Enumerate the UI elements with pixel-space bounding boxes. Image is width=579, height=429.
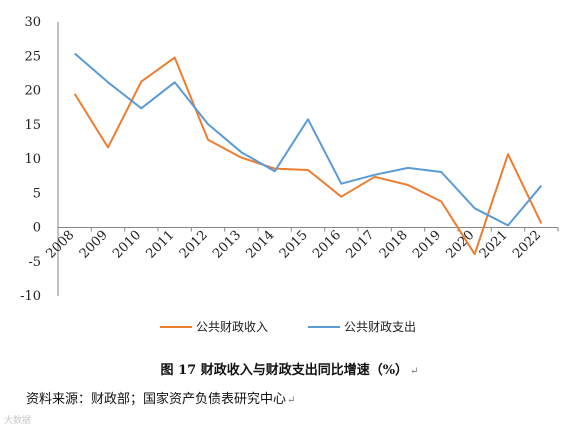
legend: 公共财政收入 公共财政支出 [160,318,460,334]
legend-swatch-revenue [160,325,192,328]
y-tick-label: 10 [24,152,41,167]
x-tick-label: 2014 [243,228,277,262]
y-tick-label: 25 [24,49,41,64]
x-tick-label: 2017 [343,228,377,262]
y-tick-label: 20 [24,84,41,99]
x-tick-label: 2015 [277,228,311,262]
x-tick-label: 2016 [310,228,344,262]
figure-caption: 图 17 财政收入与财政支出同比增速（%） ↵ [0,359,579,378]
caption-return-mark: ↵ [410,366,419,377]
y-tick-label: -5 [28,255,41,270]
x-tick-label: 2019 [410,228,444,262]
legend-label-expenditure: 公共财政支出 [344,320,417,334]
x-tick-label: 2011 [143,228,177,262]
legend-item-expenditure: 公共财政支出 [308,318,416,335]
x-tick-label: 2013 [210,228,244,262]
y-tick-label: 0 [33,221,41,236]
series-layer [73,52,543,256]
y-tick-label: 30 [24,15,41,30]
y-tick-label: -10 [20,289,41,304]
series-line-expenditure [74,52,543,227]
x-axis: 2008 2009 2010 2011 2012 2013 2014 2015 2016 2017… [43,227,559,262]
legend-label-revenue: 公共财政收入 [196,320,269,334]
source-text: 资料来源：财政部；国家资产负债表研究中心 [26,392,287,407]
legend-swatch-expenditure [308,325,340,328]
legend-item-revenue: 公共财政收入 [160,318,268,335]
x-tick-label: 2010 [110,228,144,262]
source-return-mark: ↵ [287,395,296,406]
x-tick-label: 2018 [377,228,411,262]
caption-title: 图 17 财政收入与财政支出同比增速（%） [160,363,409,378]
x-tick-label: 2012 [177,228,211,262]
x-tick-label: 2009 [77,228,111,262]
y-tick-label: 15 [24,118,41,133]
series-line-revenue [73,56,543,256]
x-tick-label: 2008 [43,228,77,262]
watermark: 大数据 [4,416,32,426]
source-note: 资料来源：财政部；国家资产负债表研究中心↵ [26,388,295,407]
y-axis: -10 -5 0 5 10 15 20 25 30 [20,15,59,304]
x-tick-label: 2022 [510,228,544,262]
y-tick-label: 5 [33,186,41,201]
